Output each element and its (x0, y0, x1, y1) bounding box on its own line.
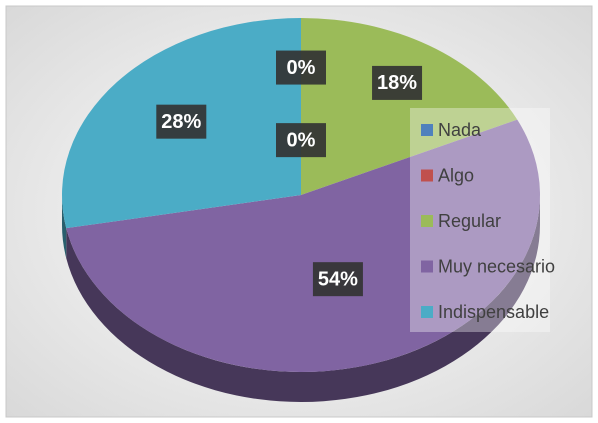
data-labels: 0% 0% 18% 54% 28% (156, 50, 423, 297)
data-label-box (312, 262, 363, 297)
pie-slice (301, 18, 518, 195)
legend-box (410, 108, 550, 332)
data-label: 0% (287, 129, 316, 151)
data-label: 0% (287, 57, 316, 79)
pie-side (66, 195, 541, 402)
data-label: 54% (318, 268, 358, 290)
data-label: 28% (161, 111, 201, 133)
legend-swatch (421, 169, 433, 182)
data-label-box (276, 50, 326, 85)
data-label-box (276, 123, 326, 158)
pie-sides (62, 195, 541, 402)
data-label-box (156, 104, 207, 139)
legend-swatch (421, 215, 433, 227)
legend-label: Regular (438, 211, 501, 231)
legend-swatch (421, 124, 433, 136)
legend-swatch (421, 260, 433, 273)
legend-label: Muy necesario (438, 256, 555, 276)
data-label-box (372, 65, 423, 100)
legend-label: Indispensable (438, 302, 549, 322)
legend-label: Algo (438, 165, 474, 185)
data-label: 18% (377, 72, 417, 94)
legend: Nada Algo Regular Muy necesario Indispensabl… (421, 120, 555, 322)
pie-side (62, 195, 67, 259)
legend-label: Nada (438, 120, 482, 140)
legend-swatch (421, 306, 433, 318)
